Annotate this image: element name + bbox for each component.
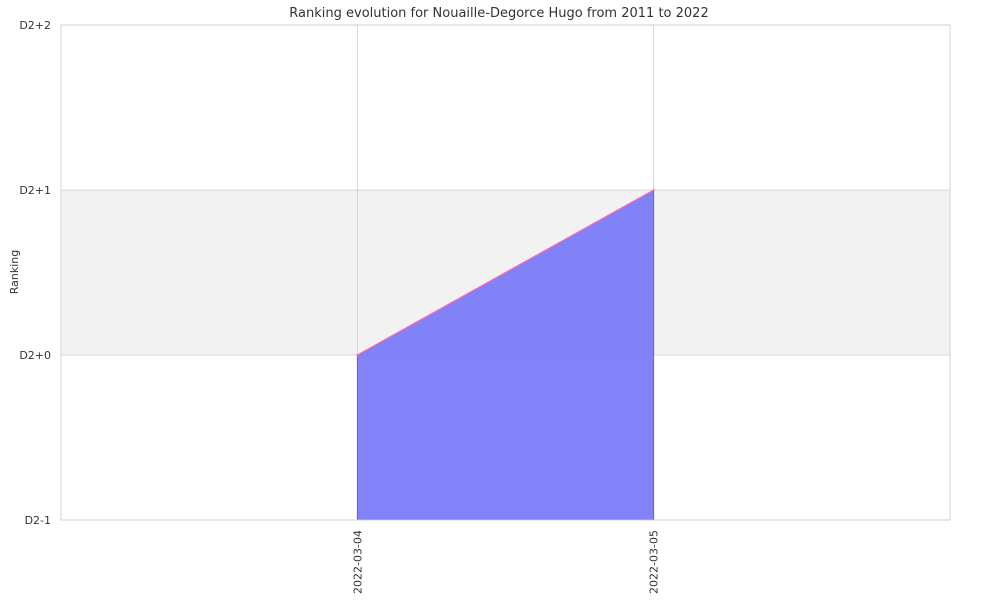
x-tick-label: 2022-03-04 bbox=[351, 530, 364, 594]
series-line-0 bbox=[357, 189, 654, 356]
area-fill-0 bbox=[357, 190, 654, 520]
y-tick-label: D2+1 bbox=[19, 184, 51, 197]
x-tick-label: 2022-03-05 bbox=[648, 530, 661, 594]
y-axis-label: Ranking bbox=[8, 250, 21, 295]
data-point bbox=[356, 354, 359, 356]
y-tick-label: D2-1 bbox=[25, 514, 51, 527]
chart-title: Ranking evolution for Nouaille-Degorce H… bbox=[289, 6, 708, 21]
data-point bbox=[652, 189, 655, 191]
plot-border bbox=[60, 24, 951, 521]
plot-area: D2-1 D2+0 D2+1 D2+2 2022-03-04 2022-03-05 bbox=[19, 19, 951, 594]
y-tick-label: D2+0 bbox=[19, 349, 51, 362]
y-tick-label: D2+2 bbox=[19, 19, 51, 32]
